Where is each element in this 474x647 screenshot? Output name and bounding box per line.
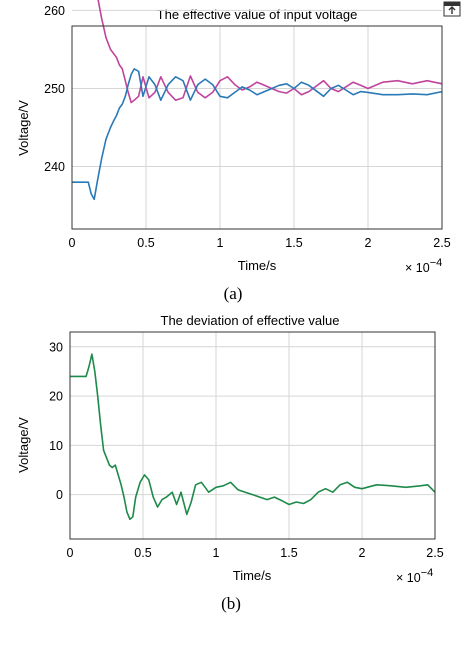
chart-a-xlabel: Time/s (238, 258, 277, 273)
chart-a: The effective value of input voltage 0 0.… (16, 0, 451, 303)
chartB-x-tick-label: 2 (359, 546, 366, 560)
expand-icon[interactable] (443, 1, 461, 17)
chartA-x-tick-label: 1.5 (285, 236, 302, 250)
chart-b-series (70, 353, 436, 521)
chartA-series-line-1 (97, 0, 443, 104)
chartB-y-tick-label: 0 (56, 488, 63, 502)
chartA-x-tick-label: 0.5 (137, 236, 154, 250)
chart-a-x-multiplier: × 10−4 (405, 257, 442, 275)
chartB-x-tick-label: 1.5 (280, 546, 297, 560)
chartB-y-tick-label: 20 (49, 390, 63, 404)
chartA-x-tick-label: 2.5 (433, 236, 450, 250)
chart-a-caption: (a) (224, 284, 243, 303)
chartB-series-line-1 (70, 353, 436, 521)
chart-b-grid (69, 332, 436, 539)
chart-b-frame (69, 331, 436, 540)
chartA-x-tick-label: 0 (69, 236, 76, 250)
chart-b-title: The deviation of effective value (161, 313, 340, 328)
chartA-y-tick-label: 250 (44, 82, 65, 96)
chartB-x-tick-label: 1 (213, 546, 220, 560)
chartA-series-line-2 (72, 68, 443, 201)
chart-a-series (72, 0, 443, 201)
chart-b-x-multiplier: × 10−4 (396, 567, 433, 585)
chart-b-ticks: 0 0.5 1 1.5 2 2.5 0 10 20 30 (49, 340, 444, 560)
chart-a-ticks: 0 0.5 1 1.5 2 2.5 240 250 260 (44, 4, 451, 250)
chartA-x-tick-label: 1 (217, 236, 224, 250)
chart-a-title: The effective value of input voltage (157, 7, 358, 22)
chartA-x-tick-label: 2 (365, 236, 372, 250)
chartB-x-tick-label: 0.5 (134, 546, 151, 560)
chartA-y-tick-label: 240 (44, 160, 65, 174)
chart-a-frame (71, 25, 443, 230)
chartB-x-tick-label: 2.5 (426, 546, 443, 560)
chart-b-caption: (b) (221, 594, 241, 613)
chart-a-ylabel: Voltage/V (16, 100, 31, 156)
chartA-y-tick-label: 260 (44, 4, 65, 18)
chart-b-ylabel: Voltage/V (16, 417, 31, 473)
chartB-x-tick-label: 0 (67, 546, 74, 560)
chart-b-xlabel: Time/s (233, 568, 272, 583)
chart-b: The deviation of effective value 0 0.5 1 1.… (16, 313, 444, 613)
chart-a-grid (71, 9, 443, 229)
chartB-y-tick-label: 30 (49, 340, 63, 354)
chartB-y-tick-label: 10 (49, 439, 63, 453)
